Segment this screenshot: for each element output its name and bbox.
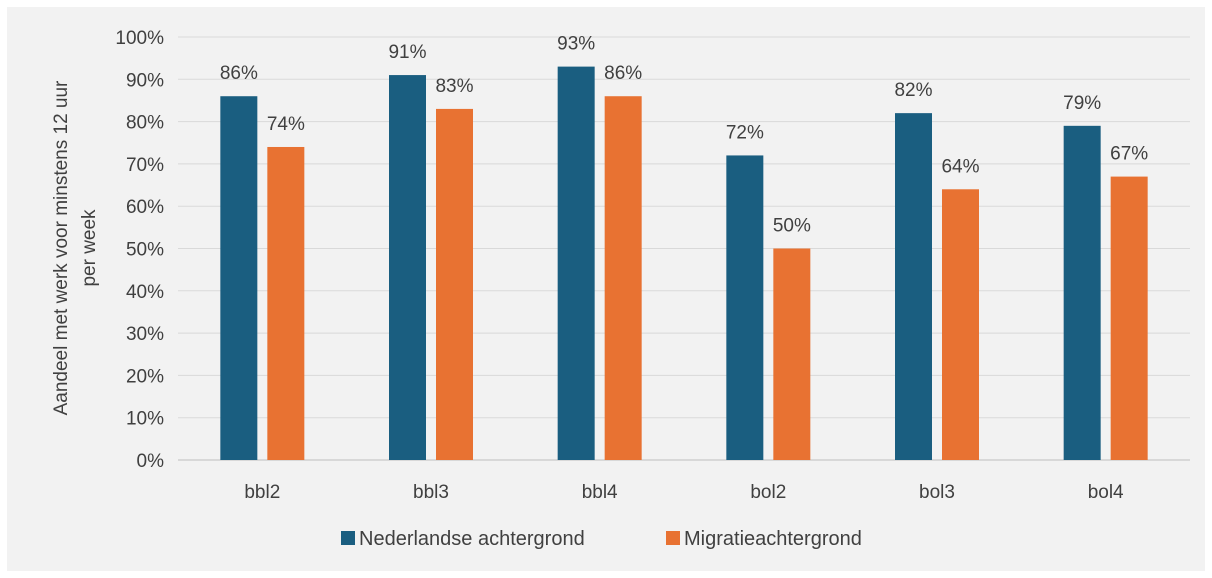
x-category-label: bol2: [750, 482, 786, 503]
y-tick-label: 60%: [126, 197, 164, 218]
x-category-label: bol3: [919, 482, 955, 503]
x-category-label: bbl4: [582, 482, 618, 503]
bar-bbl3-series-0: [389, 75, 426, 460]
data-label: 82%: [894, 80, 932, 101]
data-label: 74%: [267, 114, 305, 135]
y-tick-label: 100%: [115, 28, 164, 49]
legend-label: Nederlandse achtergrond: [359, 528, 585, 550]
y-tick-label: 40%: [126, 282, 164, 303]
legend: Nederlandse achtergrond Migratieachtergro…: [341, 528, 862, 550]
data-label: 79%: [1063, 93, 1101, 114]
data-label: 91%: [388, 42, 426, 63]
gridlines: [178, 36, 1190, 461]
x-axis-categories: bbl2 bbl3 bbl4 bol2 bol3 bol4: [244, 482, 1124, 503]
legend-label: Migratieachtergrond: [684, 528, 862, 550]
bar-bbl2-series-1: [267, 146, 305, 461]
y-tick-label: 70%: [126, 155, 164, 176]
bar-bol4-series-0: [1063, 125, 1101, 460]
data-label: 64%: [941, 156, 979, 177]
bars: [220, 66, 1148, 461]
legend-swatch: [341, 531, 355, 545]
bar-bbl4-series-0: [557, 66, 595, 461]
data-label: 50%: [773, 216, 811, 237]
y-tick-label: 0%: [137, 451, 165, 472]
data-label: 93%: [557, 34, 595, 55]
data-label: 83%: [435, 76, 473, 97]
data-label: 86%: [604, 63, 642, 84]
bar-bol2-series-1: [773, 248, 811, 460]
data-label: 72%: [726, 122, 764, 143]
y-axis-label-line: Aandeel met werk voor minstens 12 uur: [51, 80, 72, 415]
bar-bol3-series-0: [895, 113, 932, 460]
y-axis-label-line: per week: [79, 209, 100, 287]
y-tick-label: 20%: [126, 366, 164, 387]
bar-bbl4-series-1: [604, 96, 642, 460]
y-axis-label: Aandeel met werk voor minstens 12 uur per…: [51, 80, 100, 415]
y-tick-label: 10%: [126, 409, 164, 430]
data-labels: 86% 74% 91% 83% 93% 86% 72% 50% 82% 64% 79% 67%: [220, 34, 1148, 237]
data-label: 67%: [1110, 144, 1148, 165]
bar-bbl2-series-0: [220, 96, 258, 460]
x-category-label: bol4: [1088, 482, 1124, 503]
legend-swatch: [666, 531, 680, 545]
bar-bol3-series-1: [942, 189, 979, 460]
y-tick-label: 30%: [126, 324, 164, 345]
y-tick-label: 50%: [126, 240, 164, 261]
y-tick-label: 80%: [126, 113, 164, 134]
bar-bol2-series-0: [726, 155, 764, 460]
y-axis-ticks: 0% 10% 20% 30% 40% 50% 60% 70% 80% 90% 100%: [115, 28, 164, 472]
bar-bbl3-series-1: [436, 108, 473, 460]
y-tick-label: 90%: [126, 70, 164, 91]
data-label: 86%: [220, 63, 258, 84]
x-category-label: bbl3: [413, 482, 449, 503]
x-category-label: bbl2: [244, 482, 280, 503]
bar-bol4-series-1: [1110, 176, 1148, 460]
